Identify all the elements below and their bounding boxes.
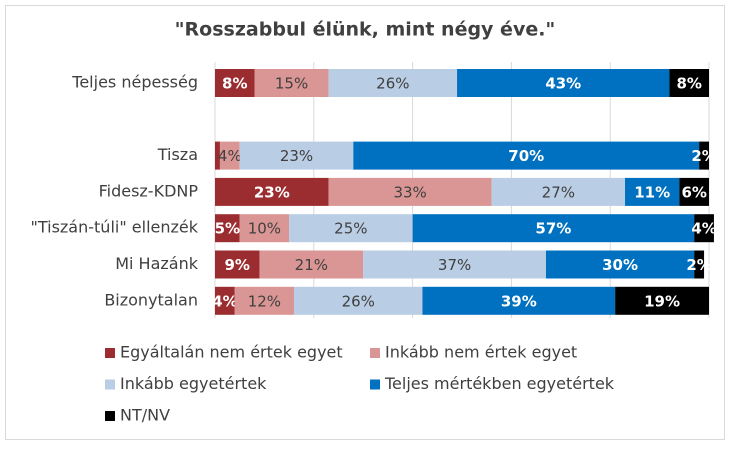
bar-segment [215, 250, 260, 279]
legend-label: Egyáltalán nem értek egyet [120, 343, 343, 362]
legend-label: Inkább nem értek egyet [385, 343, 577, 362]
category-label: Bizonytalan [104, 290, 198, 309]
data-label: 70% [508, 147, 544, 165]
data-label: 8% [222, 75, 247, 93]
data-label: 43% [545, 75, 581, 93]
bar-segment [353, 141, 700, 170]
legend-swatch [105, 348, 115, 358]
bar-segment [259, 250, 364, 279]
bar-segment [491, 177, 626, 206]
data-label: 2% [691, 147, 716, 165]
legend-swatch [105, 411, 115, 421]
bar-segment [215, 177, 329, 206]
data-label: 12% [248, 292, 281, 310]
data-label: 15% [275, 75, 308, 93]
data-label: 19% [644, 292, 680, 310]
bar-segment [615, 286, 709, 315]
data-label: 30% [602, 256, 638, 274]
bar-segment [699, 141, 709, 170]
bar-segment [239, 141, 354, 170]
category-label: Tisza [157, 145, 198, 164]
bar-segment [625, 177, 680, 206]
bar-segment [545, 250, 695, 279]
data-label: 10% [248, 220, 281, 238]
data-label: 2% [686, 256, 711, 274]
bar-segment [694, 214, 714, 243]
bars: Teljes népesség 8% 15% 26% 43% 8% Tisza 4% 23% 70… [30, 69, 717, 315]
bar-segment [328, 69, 458, 97]
data-label: 39% [501, 292, 537, 310]
bar-segment [694, 250, 705, 279]
data-label: 23% [280, 147, 313, 165]
legend-swatch [370, 379, 380, 390]
category-label: Mi Hazánk [115, 254, 199, 273]
data-label: 4% [218, 147, 242, 165]
chart-title: "Rosszabbul élünk, mint négy éve." [175, 19, 556, 41]
data-label: 9% [224, 256, 249, 274]
bar-segment [422, 286, 616, 315]
legend-swatch [370, 348, 380, 358]
data-label: 26% [342, 292, 375, 310]
data-label: 23% [254, 183, 290, 201]
data-label: 26% [376, 75, 409, 93]
data-label: 5% [215, 220, 240, 238]
data-label: 4% [691, 220, 716, 238]
data-label: 6% [681, 183, 706, 201]
bar-segment [457, 69, 670, 97]
bar-segment [215, 141, 220, 170]
data-label: 27% [542, 183, 575, 201]
bar-segment [669, 69, 709, 97]
bar-segment [363, 250, 546, 279]
data-label: 33% [393, 183, 426, 201]
data-label: 21% [295, 256, 328, 274]
data-label: 11% [634, 183, 670, 201]
bar-segment [239, 214, 290, 243]
legend: Egyáltalán nem értek egyet Inkább nem ért… [105, 343, 615, 425]
data-label: 57% [535, 220, 571, 238]
bar-segment [219, 141, 240, 170]
data-label: 4% [212, 292, 237, 310]
bar-segment [289, 214, 413, 243]
legend-label: NT/NV [120, 406, 170, 425]
category-label: Teljes népesség [71, 73, 198, 92]
bar-segment [234, 286, 295, 315]
bar-segment [215, 69, 255, 97]
bar-segment [328, 177, 492, 206]
data-label: 25% [334, 220, 367, 238]
bar-segment [215, 286, 235, 315]
bar-segment [254, 69, 329, 97]
bar-segment [412, 214, 695, 243]
bar-segment [215, 214, 240, 243]
data-label: 8% [677, 75, 702, 93]
bar-segment [679, 177, 709, 206]
category-label: Fidesz-KDNP [99, 181, 199, 200]
legend-swatch [105, 379, 115, 390]
category-label: "Tiszán-túli" ellenzék [30, 218, 198, 237]
data-label: 37% [438, 256, 471, 274]
bar-segment [294, 286, 423, 315]
legend-label: Teljes mértékben egyetértek [384, 374, 615, 393]
legend-label: Inkább egyetértek [120, 374, 267, 393]
